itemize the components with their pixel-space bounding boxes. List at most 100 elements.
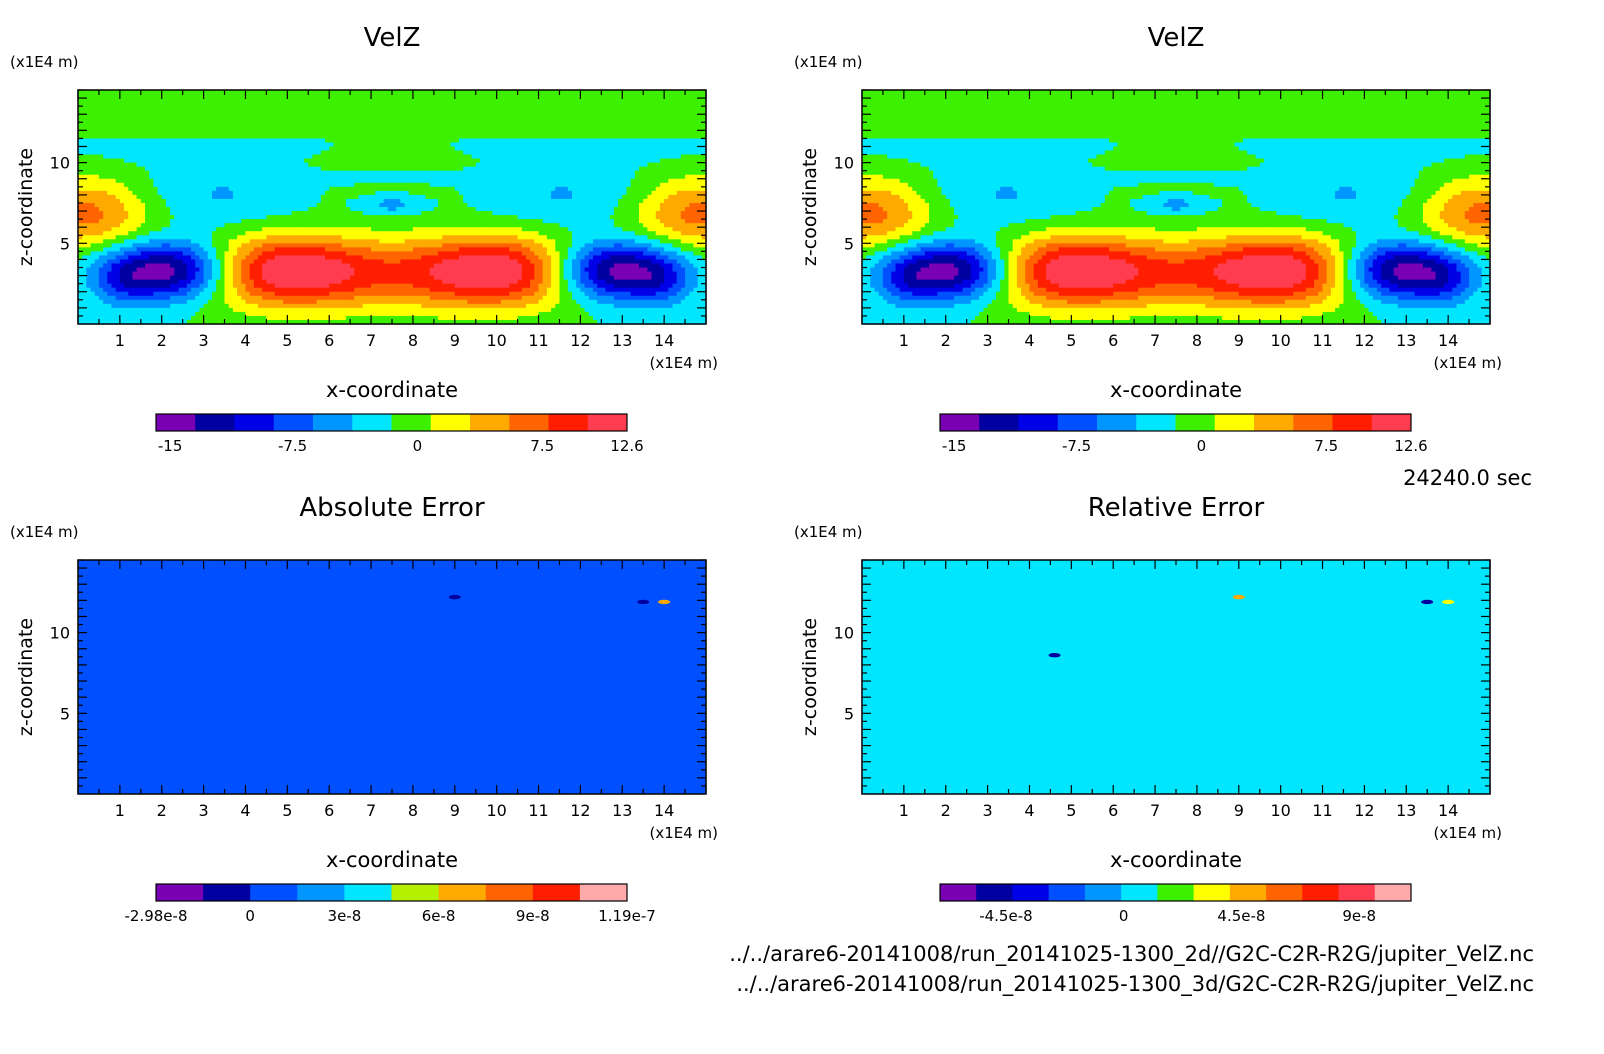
field-cell [174, 146, 180, 152]
field-cell [232, 303, 238, 309]
field-cell [375, 283, 381, 289]
field-cell [82, 190, 87, 196]
field-cell [341, 194, 347, 200]
field-cell [383, 150, 389, 156]
field-cell [270, 134, 276, 140]
field-cell [262, 263, 267, 269]
field-cell [232, 102, 238, 107]
field-cell [299, 295, 305, 301]
field-cell [433, 235, 439, 240]
field-cell [375, 146, 381, 152]
field-cell [387, 114, 393, 119]
field-cell [396, 94, 401, 99]
field-cell [345, 299, 351, 305]
field-cell [86, 259, 92, 265]
field-cell [245, 315, 251, 321]
field-cell [174, 243, 180, 248]
field-cell [258, 150, 263, 156]
field-cell [320, 287, 326, 293]
field-cell [283, 231, 288, 236]
field-cell [216, 319, 221, 325]
field-cell [396, 235, 401, 240]
field-cell [308, 94, 314, 99]
field-cell [107, 154, 113, 160]
field-cell [417, 219, 422, 224]
field-cell [232, 211, 238, 216]
field-cell [375, 227, 381, 232]
field-cell [78, 166, 83, 172]
field-cell [362, 287, 368, 293]
field-cell [375, 138, 381, 144]
field-cell [170, 158, 175, 164]
field-cell [86, 182, 92, 188]
field-cell [211, 142, 217, 148]
field-cell [182, 138, 188, 144]
field-cell [115, 291, 121, 297]
field-cell [325, 247, 330, 252]
field-cell [379, 130, 385, 135]
field-cell [341, 215, 347, 220]
field-cell [153, 215, 159, 220]
field-cell [412, 198, 418, 204]
field-cell [191, 251, 196, 257]
field-cell [337, 134, 343, 140]
field-cell [287, 239, 293, 244]
field-cell [149, 158, 154, 164]
field-cell [266, 251, 272, 257]
field-cell [182, 150, 188, 156]
field-cell [98, 202, 104, 208]
field-cell [90, 202, 96, 208]
field-cell [216, 227, 221, 232]
field-cell [295, 118, 301, 123]
field-cell [400, 303, 406, 309]
field-cell [383, 186, 389, 192]
field-cell [358, 295, 364, 301]
field-cell [132, 102, 138, 107]
field-cell [82, 118, 87, 123]
field-cell [358, 94, 364, 99]
field-cell [283, 178, 288, 184]
field-cell [228, 166, 234, 172]
field-cell [237, 170, 242, 176]
field-cell [392, 150, 397, 156]
field-cell [404, 295, 410, 301]
field-cell [325, 138, 330, 144]
field-cell [304, 267, 309, 273]
field-cell [195, 126, 201, 131]
field-cell [291, 295, 297, 301]
field-cell [341, 158, 347, 164]
field-cell [316, 255, 322, 261]
field-cell [299, 166, 305, 172]
field-cell [291, 114, 297, 119]
field-cell [98, 122, 104, 127]
field-cell [316, 178, 322, 184]
field-cell [304, 146, 309, 152]
field-cell [262, 186, 267, 192]
field-cell [178, 251, 184, 257]
field-cell [429, 211, 435, 216]
field-cell [371, 110, 376, 115]
field-cell [350, 118, 355, 123]
field-cell [429, 150, 435, 156]
field-cell [320, 299, 326, 305]
field-cell [258, 311, 263, 317]
field-cell [82, 311, 87, 317]
field-cell [325, 227, 330, 232]
field-cell [421, 162, 427, 168]
field-cell [220, 271, 226, 277]
field-cell [425, 150, 431, 156]
field-cell [86, 207, 92, 212]
field-cell [78, 170, 83, 176]
field-cell [266, 247, 272, 252]
field-cell [408, 98, 414, 103]
field-cell [417, 291, 422, 297]
field-cell [266, 227, 272, 232]
field-cell [350, 158, 355, 164]
field-cell [249, 215, 255, 220]
field-cell [404, 243, 410, 248]
field-cell [329, 215, 334, 220]
field-cell [387, 247, 393, 252]
field-cell [253, 263, 259, 269]
field-cell [144, 235, 150, 240]
field-cell [350, 122, 355, 127]
